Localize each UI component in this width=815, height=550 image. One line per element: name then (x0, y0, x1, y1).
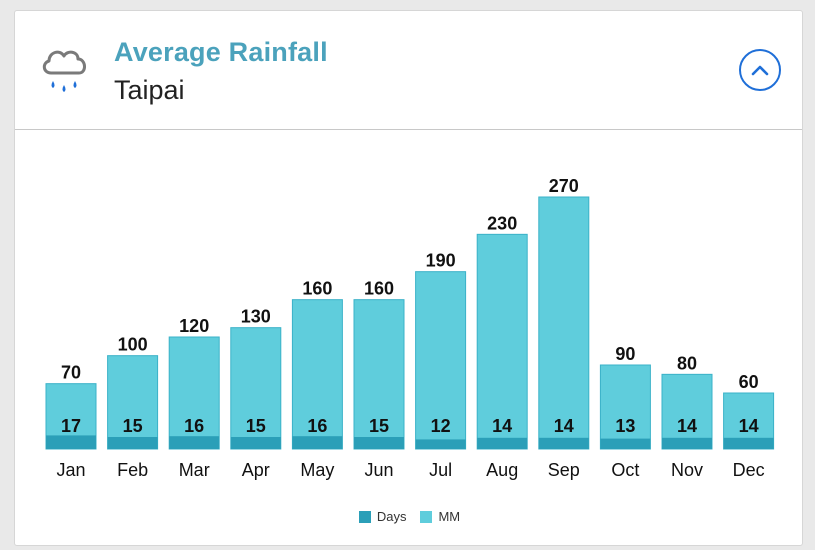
bar-mm-jun[interactable] (353, 299, 405, 450)
rain-cloud-icon (42, 50, 86, 92)
x-tick-label-apr: Apr (242, 460, 270, 480)
legend-swatch-days (358, 510, 371, 523)
bar-days-jan[interactable] (46, 435, 96, 449)
bar-days-jun[interactable] (354, 437, 404, 449)
bar-mm-apr[interactable] (230, 327, 282, 450)
x-tick-label-jan: Jan (56, 460, 85, 480)
data-label-mm-jan: 70 (61, 363, 81, 383)
bar-days-nov[interactable] (662, 437, 712, 449)
bar-days-mar[interactable] (169, 436, 220, 449)
bar-mm-aug[interactable] (476, 233, 528, 450)
chart-legend: Days MM (15, 509, 804, 524)
data-label-days-mar: 16 (184, 416, 204, 436)
data-label-days-aug: 14 (492, 416, 512, 436)
bar-days-may[interactable] (292, 436, 343, 449)
chevron-up-icon (751, 65, 769, 76)
bar-mm-oct[interactable] (599, 364, 651, 450)
data-label-mm-aug: 230 (487, 213, 517, 233)
data-label-mm-sep: 270 (549, 176, 579, 196)
x-tick-label-oct: Oct (611, 460, 639, 480)
data-label-days-feb: 15 (123, 416, 143, 436)
x-tick-label-jun: Jun (364, 460, 393, 480)
bar-days-feb[interactable] (107, 437, 158, 449)
data-label-days-oct: 13 (615, 416, 635, 436)
legend-swatch-mm (420, 510, 433, 523)
data-label-days-nov: 14 (677, 416, 697, 436)
legend-label-mm: MM (438, 509, 461, 524)
collapse-button[interactable] (739, 49, 781, 91)
bar-days-sep[interactable] (538, 437, 589, 449)
x-tick-label-feb: Feb (117, 460, 148, 480)
legend-item-mm[interactable]: MM (420, 509, 460, 524)
x-tick-label-dec: Dec (733, 460, 765, 480)
x-tick-label-aug: Aug (486, 460, 518, 480)
data-label-mm-jun: 160 (364, 279, 394, 299)
x-tick-label-jul: Jul (429, 460, 452, 480)
data-label-mm-feb: 100 (118, 335, 148, 355)
bar-mm-may[interactable] (291, 299, 343, 450)
data-label-mm-mar: 120 (179, 316, 209, 336)
data-label-days-apr: 15 (246, 416, 266, 436)
data-label-days-may: 16 (307, 416, 327, 436)
rainfall-card: Average Rainfall Taipai 70 17 Jan 100 15 Feb 1… (14, 10, 803, 546)
legend-label-days: Days (376, 509, 407, 524)
x-tick-label-nov: Nov (671, 460, 703, 480)
x-tick-label-mar: Mar (179, 460, 210, 480)
x-tick-label-sep: Sep (548, 460, 580, 480)
legend-item-days[interactable]: Days (358, 509, 407, 524)
card-header: Average Rainfall Taipai (15, 11, 802, 130)
bar-days-jul[interactable] (415, 439, 466, 449)
rainfall-bar-chart: 70 17 Jan 100 15 Feb 120 16 Mar 130 15 Apr 160 16 May 1… (45, 176, 775, 480)
bar-days-oct[interactable] (600, 438, 651, 449)
data-label-days-sep: 14 (554, 416, 574, 436)
bar-mm-sep[interactable] (538, 196, 590, 450)
x-tick-label-may: May (300, 460, 334, 480)
bar-mm-mar[interactable] (168, 336, 220, 450)
bar-mm-feb[interactable] (107, 355, 159, 450)
bar-days-dec[interactable] (723, 437, 774, 449)
bar-days-apr[interactable] (230, 437, 281, 449)
data-label-mm-apr: 130 (241, 307, 271, 327)
data-label-days-jun: 15 (369, 416, 389, 436)
card-subtitle: Taipai (114, 75, 185, 105)
data-label-mm-nov: 80 (677, 353, 697, 373)
data-label-mm-may: 160 (302, 279, 332, 299)
data-label-mm-jul: 190 (426, 251, 456, 271)
bar-days-aug[interactable] (477, 437, 528, 449)
data-label-days-dec: 14 (739, 416, 759, 436)
data-label-days-jul: 12 (431, 416, 451, 436)
data-label-days-jan: 17 (61, 416, 81, 436)
data-label-mm-oct: 90 (615, 344, 635, 364)
card-title: Average Rainfall (114, 37, 328, 67)
data-label-mm-dec: 60 (739, 372, 759, 392)
